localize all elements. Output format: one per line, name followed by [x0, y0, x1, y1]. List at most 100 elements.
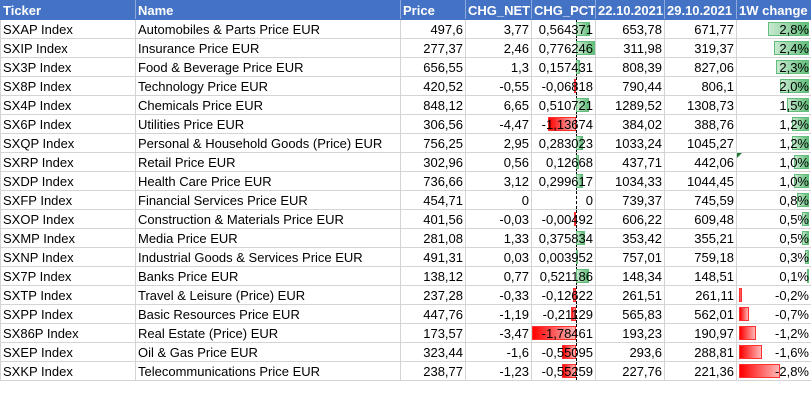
week-change-cell[interactable]: -0,7% [736, 304, 811, 324]
chg-net-cell[interactable]: 0,03 [465, 247, 532, 267]
price-cell[interactable]: 656,55 [400, 57, 466, 77]
date-2-cell[interactable]: 319,37 [664, 38, 737, 58]
header-date-1[interactable]: 22.10.2021 [595, 0, 665, 20]
date-2-cell[interactable]: 190,97 [664, 323, 737, 343]
ticker-cell[interactable]: SXNP Index [0, 247, 136, 267]
price-cell[interactable]: 491,31 [400, 247, 466, 267]
name-cell[interactable]: Utilities Price EUR [135, 114, 401, 134]
name-cell[interactable]: Telecommunications Price EUR [135, 361, 401, 381]
week-change-cell[interactable]: 1,0% [736, 152, 811, 172]
price-cell[interactable]: 306,56 [400, 114, 466, 134]
name-cell[interactable]: Oil & Gas Price EUR [135, 342, 401, 362]
name-cell[interactable]: Real Estate (Price) EUR [135, 323, 401, 343]
date-1-cell[interactable]: 739,37 [595, 190, 665, 210]
ticker-cell[interactable]: SXTP Index [0, 285, 136, 305]
week-change-cell[interactable]: 1,5% [736, 95, 811, 115]
chg-net-cell[interactable]: -1,23 [465, 361, 532, 381]
week-change-cell[interactable]: 0,8% [736, 190, 811, 210]
chg-pct-cell[interactable]: -0,55095 [531, 342, 596, 362]
chg-pct-cell[interactable]: 0 [531, 190, 596, 210]
price-cell[interactable]: 497,6 [400, 19, 466, 39]
chg-net-cell[interactable]: -3,47 [465, 323, 532, 343]
date-1-cell[interactable]: 808,39 [595, 57, 665, 77]
date-1-cell[interactable]: 311,98 [595, 38, 665, 58]
date-2-cell[interactable]: 288,81 [664, 342, 737, 362]
price-cell[interactable]: 281,08 [400, 228, 466, 248]
header-price[interactable]: Price [400, 0, 466, 20]
chg-pct-cell[interactable]: -1,13674 [531, 114, 596, 134]
table-row[interactable]: SXFP Index Financial Services Price EUR 45… [0, 190, 811, 210]
ticker-cell[interactable]: SXQP Index [0, 133, 136, 153]
price-cell[interactable]: 736,66 [400, 171, 466, 191]
week-change-cell[interactable]: 1,0% [736, 171, 811, 191]
date-1-cell[interactable]: 790,44 [595, 76, 665, 96]
date-1-cell[interactable]: 437,71 [595, 152, 665, 172]
ticker-cell[interactable]: SX86P Index [0, 323, 136, 343]
date-1-cell[interactable]: 227,76 [595, 361, 665, 381]
week-change-cell[interactable]: 0,5% [736, 209, 811, 229]
chg-net-cell[interactable]: -1,19 [465, 304, 532, 324]
date-2-cell[interactable]: 806,1 [664, 76, 737, 96]
name-cell[interactable]: Technology Price EUR [135, 76, 401, 96]
date-2-cell[interactable]: 221,36 [664, 361, 737, 381]
chg-net-cell[interactable]: -4,47 [465, 114, 532, 134]
table-row[interactable]: SXDP Index Health Care Price EUR 736,66 3,1… [0, 171, 811, 191]
ticker-cell[interactable]: SXKP Index [0, 361, 136, 381]
week-change-cell[interactable]: -1,6% [736, 342, 811, 362]
name-cell[interactable]: Chemicals Price EUR [135, 95, 401, 115]
chg-net-cell[interactable]: 0,77 [465, 266, 532, 286]
table-row[interactable]: SXMP Index Media Price EUR 281,08 1,33 0,375… [0, 228, 811, 248]
chg-net-cell[interactable]: -0,03 [465, 209, 532, 229]
price-cell[interactable]: 302,96 [400, 152, 466, 172]
week-change-cell[interactable]: -1,2% [736, 323, 811, 343]
chg-pct-cell[interactable]: 0,564371 [531, 19, 596, 39]
table-row[interactable]: SXOP Index Construction & Materials Price… [0, 209, 811, 229]
price-cell[interactable]: 323,44 [400, 342, 466, 362]
week-change-cell[interactable]: 1,2% [736, 133, 811, 153]
table-row[interactable]: SXTP Index Travel & Leisure (Price) EUR 23… [0, 285, 811, 305]
table-row[interactable]: SX7P Index Banks Price EUR 138,12 0,77 0,521… [0, 266, 811, 286]
week-change-cell[interactable]: 0,3% [736, 247, 811, 267]
table-row[interactable]: SXEP Index Oil & Gas Price EUR 323,44 -1,6-… [0, 342, 811, 362]
chg-net-cell[interactable]: 0 [465, 190, 532, 210]
chg-net-cell[interactable]: 1,3 [465, 57, 532, 77]
date-1-cell[interactable]: 1289,52 [595, 95, 665, 115]
price-cell[interactable]: 756,25 [400, 133, 466, 153]
date-2-cell[interactable]: 759,18 [664, 247, 737, 267]
week-change-cell[interactable]: 0,1% [736, 266, 811, 286]
date-1-cell[interactable]: 384,02 [595, 114, 665, 134]
date-2-cell[interactable]: 562,01 [664, 304, 737, 324]
date-1-cell[interactable]: 606,22 [595, 209, 665, 229]
date-2-cell[interactable]: 1044,45 [664, 171, 737, 191]
chg-net-cell[interactable]: -0,55 [465, 76, 532, 96]
date-1-cell[interactable]: 261,51 [595, 285, 665, 305]
chg-pct-cell[interactable]: -0,12622 [531, 285, 596, 305]
ticker-cell[interactable]: SXEP Index [0, 342, 136, 362]
price-cell[interactable]: 401,56 [400, 209, 466, 229]
date-1-cell[interactable]: 565,83 [595, 304, 665, 324]
name-cell[interactable]: Construction & Materials Price EUR [135, 209, 401, 229]
name-cell[interactable]: Financial Services Price EUR [135, 190, 401, 210]
date-1-cell[interactable]: 1033,24 [595, 133, 665, 153]
header-chg-pct[interactable]: CHG_PCT [531, 0, 596, 20]
date-2-cell[interactable]: 148,51 [664, 266, 737, 286]
name-cell[interactable]: Retail Price EUR [135, 152, 401, 172]
chg-pct-cell[interactable]: -0,55259 [531, 361, 596, 381]
price-cell[interactable]: 420,52 [400, 76, 466, 96]
chg-net-cell[interactable]: -1,6 [465, 342, 532, 362]
chg-pct-cell[interactable]: -0,21129 [531, 304, 596, 324]
week-change-cell[interactable]: 1,2% [736, 114, 811, 134]
chg-pct-cell[interactable]: 0,521186 [531, 266, 596, 286]
name-cell[interactable]: Personal & Household Goods (Price) EUR [135, 133, 401, 153]
date-2-cell[interactable]: 609,48 [664, 209, 737, 229]
ticker-cell[interactable]: SXIP Index [0, 38, 136, 58]
chg-pct-cell[interactable]: 0,283023 [531, 133, 596, 153]
name-cell[interactable]: Automobiles & Parts Price EUR [135, 19, 401, 39]
date-2-cell[interactable]: 1308,73 [664, 95, 737, 115]
header-date-2[interactable]: 29.10.2021 [664, 0, 737, 20]
week-change-cell[interactable]: 2,8% [736, 19, 811, 39]
price-cell[interactable]: 848,12 [400, 95, 466, 115]
date-1-cell[interactable]: 293,6 [595, 342, 665, 362]
chg-pct-cell[interactable]: 0,510721 [531, 95, 596, 115]
ticker-cell[interactable]: SXAP Index [0, 19, 136, 39]
